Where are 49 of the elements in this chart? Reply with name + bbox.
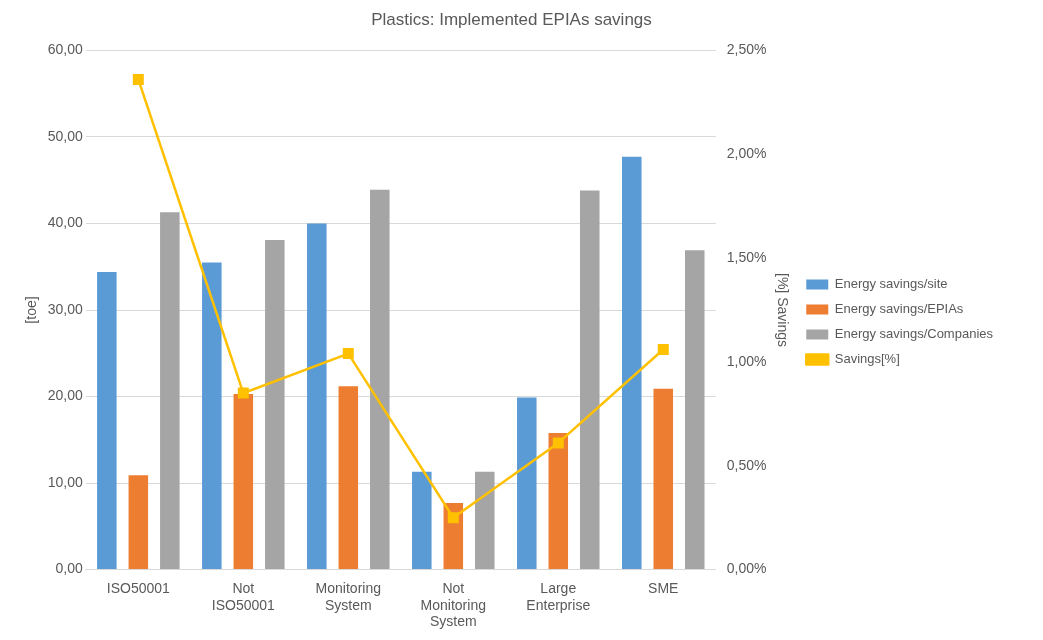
y2-tick-label: 1,50% [726, 248, 767, 265]
y2-tick-label: 2,50% [726, 41, 767, 58]
legend-label: Energy savings/EPIAs [834, 301, 964, 317]
y2-tick-label: 1,00% [726, 352, 767, 369]
point [342, 348, 354, 360]
bar [412, 471, 432, 570]
bar [97, 271, 117, 570]
point [132, 73, 144, 85]
point [657, 343, 669, 355]
legend-label: Savings[%] [834, 351, 900, 367]
y-tick-label: 30,00 [47, 300, 84, 317]
bar [548, 432, 569, 570]
x-tick-label: Not Monitoring System [420, 579, 486, 630]
legend-label: Energy savings/Companies [834, 326, 994, 342]
y2-tick-label: 2,00% [726, 145, 767, 162]
bar [128, 475, 149, 570]
y-tick-label: 20,00 [47, 387, 84, 404]
bar [202, 262, 222, 570]
y-tick-label: 0,00 [55, 560, 84, 577]
point [237, 387, 249, 399]
point [447, 512, 459, 524]
y-tick-label: 60,00 [47, 41, 84, 58]
y2-axis-title: [%] Savings [774, 273, 791, 347]
bar [517, 397, 537, 570]
x-tick-label: Not ISO50001 [211, 579, 276, 613]
bar [233, 393, 254, 570]
bar [685, 250, 705, 570]
legend-label: Energy savings/site [834, 276, 948, 292]
y-tick-label: 10,00 [47, 473, 84, 490]
bar [622, 156, 642, 570]
bar [580, 190, 600, 570]
bar [370, 189, 390, 570]
x-tick-label: Monitoring System [315, 579, 381, 613]
x-tick-label: ISO50001 [106, 579, 171, 596]
bar [160, 212, 180, 570]
point [552, 437, 564, 449]
y-axis-title: [toe] [23, 296, 40, 324]
bar [265, 239, 285, 570]
y-tick-label: 40,00 [47, 214, 84, 231]
y2-tick-label: 0,50% [726, 456, 767, 473]
y-tick-label: 50,00 [47, 127, 84, 144]
y2-tick-label: 0,00% [726, 560, 767, 577]
chart-title: Plastics: Implemented EPIAs savings [371, 9, 652, 29]
bar [338, 386, 359, 570]
x-tick-label: SME [648, 579, 679, 596]
bar [307, 223, 327, 570]
bar [653, 388, 674, 570]
bar [475, 471, 495, 570]
x-tick-label: Large Enterprise [526, 579, 591, 613]
